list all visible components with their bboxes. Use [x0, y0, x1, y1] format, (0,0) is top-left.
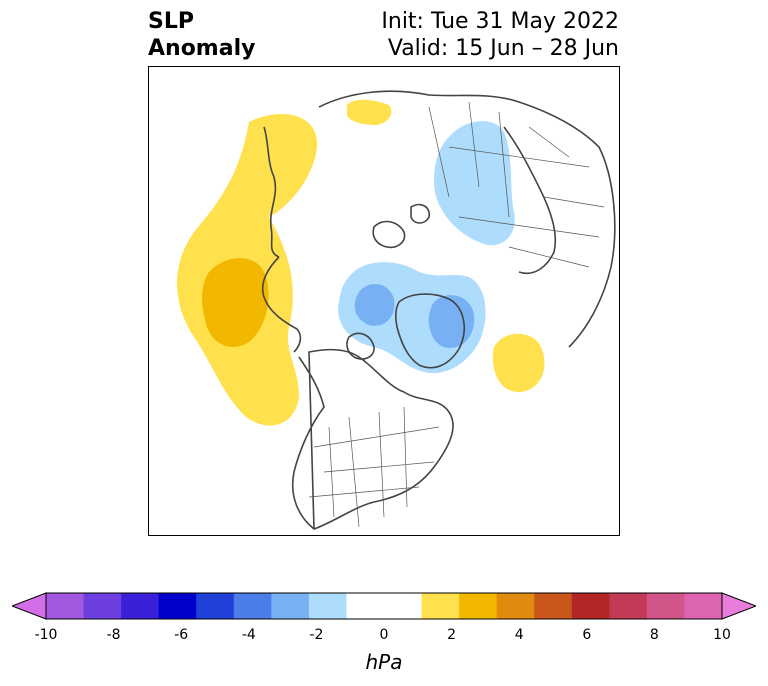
- political-borders: [308, 101, 605, 528]
- colorbar-segment: [46, 593, 85, 619]
- colorbar: [12, 592, 756, 620]
- forecast-dates: Init: Tue 31 May 2022 Valid: 15 Jun – 28…: [381, 8, 619, 62]
- coastline-arctic-islands: [346, 203, 431, 360]
- coastline-eurasia: [318, 90, 616, 348]
- init-date: Init: Tue 31 May 2022: [381, 9, 619, 34]
- colorbar-segment: [83, 593, 122, 619]
- colorbar-segment: [384, 593, 423, 619]
- coastline-aleutians: [263, 126, 280, 258]
- positive-anomaly-atlantic: [492, 333, 545, 393]
- colorbar-min-extend-arrow: [12, 592, 47, 620]
- colorbar-unit-label: hPa: [365, 650, 403, 674]
- colorbar-segment: [308, 593, 347, 619]
- positive-anomaly-pacific-core: [202, 258, 269, 347]
- colorbar-tick-label: -4: [241, 627, 256, 643]
- colorbar-tick-label: -2: [309, 627, 324, 643]
- map-canvas: [177, 90, 616, 530]
- colorbar-outline: [45, 592, 723, 620]
- coastline-alaska: [261, 256, 302, 353]
- positive-anomaly-scandinavia: [347, 99, 392, 125]
- colorbar-tick-label: -8: [106, 627, 121, 643]
- colorbar-segment: [233, 593, 272, 619]
- colorbar-tick-label: 8: [649, 627, 659, 643]
- colorbar-segment: [571, 593, 610, 619]
- colorbar-tick-label: 10: [713, 627, 731, 643]
- title-subtitle: Anomaly: [148, 36, 256, 61]
- map-title: SLP Anomaly: [148, 8, 255, 62]
- colorbar-segment: [459, 593, 498, 619]
- border-lines-eurasia: [428, 101, 605, 268]
- negative-anomaly-greenland-core-west: [354, 283, 395, 326]
- colorbar-segment: [534, 593, 573, 619]
- colorbar-segment: [271, 593, 310, 619]
- colorbar-tick-label: -10: [34, 627, 58, 643]
- colorbar-segment: [421, 593, 460, 619]
- colorbar-segment: [196, 593, 235, 619]
- colorbar-segment: [158, 593, 197, 619]
- colorbar-max-extend-arrow: [721, 592, 756, 620]
- coastlines: [261, 90, 616, 530]
- anomaly-shading: [177, 99, 545, 426]
- colorbar-tick-label: -6: [174, 627, 189, 643]
- colorbar-segment: [346, 593, 385, 619]
- colorbar-segment: [646, 593, 685, 619]
- coastline-europe: [503, 126, 557, 274]
- colorbar-segment: [121, 593, 160, 619]
- colorbar-segment: [684, 593, 723, 619]
- colorbar-segments: [46, 593, 723, 619]
- coastline-greenland: [394, 293, 465, 369]
- coastline-north-america: [291, 348, 454, 530]
- colorbar-segment: [496, 593, 535, 619]
- colorbar-tick-label: 6: [582, 627, 592, 643]
- colorbar-tick-label: 4: [514, 627, 524, 643]
- title-variable: SLP: [148, 9, 194, 34]
- negative-anomaly-siberia: [434, 121, 515, 246]
- negative-anomaly-greenland-core-east: [428, 295, 475, 348]
- valid-range: Valid: 15 Jun – 28 Jun: [387, 36, 619, 61]
- polar-map-panel: [148, 66, 620, 536]
- colorbar-tick-label: 2: [447, 627, 457, 643]
- colorbar-segment: [609, 593, 648, 619]
- border-lines-north-america: [308, 406, 440, 528]
- colorbar-tick-label: 0: [379, 627, 389, 643]
